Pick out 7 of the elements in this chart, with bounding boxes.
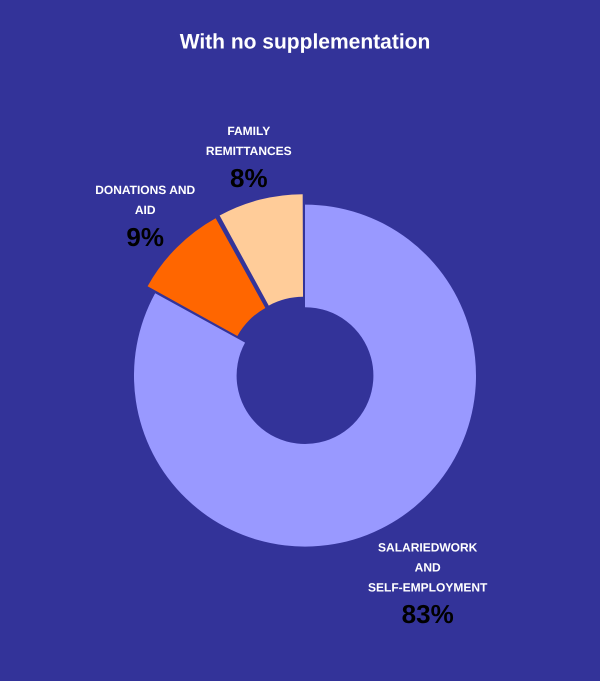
- data-label: 83%: [402, 599, 454, 630]
- chart-title: With no supplementation: [180, 30, 430, 54]
- slice-label: FAMILY REMITTANCES: [206, 124, 292, 158]
- data-label: 9%: [126, 222, 164, 252]
- data-label: 8%: [230, 162, 268, 193]
- slice-label: SALARIEDWORK AND SELF-EMPLOYMENT: [368, 540, 488, 594]
- slice-label: DONATIONS AND AID: [95, 183, 196, 218]
